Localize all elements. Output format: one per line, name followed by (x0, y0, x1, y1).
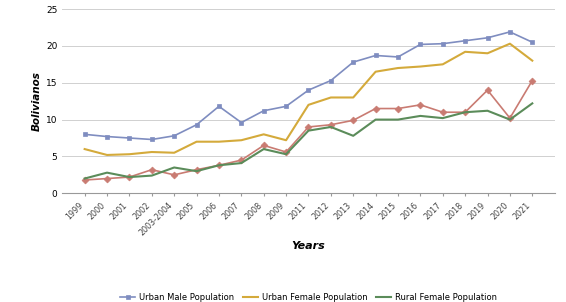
Urban Female Population (193, 140, 200, 143)
Urban Female Population (82, 147, 88, 151)
Rural Male Population (126, 175, 133, 179)
Rural Female Population (171, 166, 178, 169)
Urban Male Population (529, 40, 535, 44)
Rural Male Population (529, 79, 535, 82)
Rural Male Population (395, 107, 401, 110)
Urban Male Population (484, 36, 491, 40)
Urban Male Population (417, 43, 424, 46)
Rural Male Population (462, 111, 469, 114)
Rural Female Population (104, 171, 110, 175)
Urban Female Population (148, 150, 155, 154)
Rural Male Population (305, 125, 312, 129)
Urban Male Population (216, 104, 222, 108)
Urban Female Population (126, 153, 133, 156)
Urban Female Population (372, 70, 379, 73)
Urban Female Population (484, 51, 491, 55)
Y-axis label: Bolivianos: Bolivianos (32, 71, 42, 131)
Rural Female Population (282, 153, 289, 156)
Urban Female Population (282, 138, 289, 142)
Urban Male Population (238, 121, 245, 124)
Urban Female Population (417, 65, 424, 68)
Rural Male Population (282, 150, 289, 154)
Rural Female Population (193, 169, 200, 173)
Rural Female Population (507, 118, 513, 121)
Rural Female Population (462, 111, 469, 114)
Rural Male Population (350, 118, 357, 122)
Urban Male Population (282, 104, 289, 108)
Urban Female Population (328, 96, 335, 99)
Line: Urban Female Population: Urban Female Population (85, 44, 532, 155)
Rural Male Population (484, 88, 491, 92)
Urban Male Population (126, 136, 133, 140)
Urban Female Population (104, 153, 110, 157)
Rural Male Population (417, 103, 424, 107)
Urban Male Population (462, 39, 469, 43)
Urban Male Population (372, 54, 379, 57)
Urban Male Population (193, 123, 200, 127)
Rural Female Population (328, 125, 335, 129)
Urban Male Population (260, 109, 267, 113)
Line: Rural Male Population: Rural Male Population (82, 78, 535, 182)
Rural Female Population (372, 118, 379, 121)
Urban Male Population (82, 133, 88, 136)
Rural Male Population (82, 178, 88, 182)
Rural Male Population (193, 168, 200, 172)
Rural Male Population (372, 107, 379, 110)
Urban Male Population (507, 30, 513, 34)
Urban Male Population (305, 88, 312, 92)
Urban Female Population (216, 140, 222, 143)
Urban Female Population (260, 133, 267, 136)
Rural Female Population (305, 129, 312, 133)
Rural Female Population (216, 163, 222, 167)
Rural Male Population (148, 168, 155, 172)
Urban Female Population (529, 59, 535, 63)
Legend: Urban Male Population, Rural Male Population, Urban Female Population, Rural Fem: Urban Male Population, Rural Male Popula… (120, 293, 497, 302)
Rural Male Population (104, 177, 110, 180)
Urban Male Population (328, 79, 335, 82)
Urban Male Population (395, 55, 401, 59)
Urban Male Population (439, 42, 446, 46)
Rural Female Population (126, 175, 133, 179)
Urban Female Population (171, 151, 178, 155)
Rural Male Population (238, 158, 245, 162)
Line: Rural Female Population: Rural Female Population (85, 103, 532, 178)
Rural Male Population (328, 123, 335, 127)
X-axis label: Years: Years (291, 241, 325, 251)
Urban Female Population (462, 50, 469, 54)
Rural Female Population (260, 147, 267, 151)
Urban Male Population (350, 60, 357, 64)
Urban Male Population (148, 138, 155, 141)
Rural Female Population (82, 177, 88, 180)
Rural Female Population (350, 134, 357, 138)
Urban Female Population (305, 103, 312, 107)
Rural Male Population (507, 116, 513, 120)
Urban Male Population (104, 135, 110, 138)
Rural Female Population (439, 116, 446, 120)
Urban Female Population (350, 96, 357, 99)
Urban Female Population (395, 66, 401, 70)
Urban Female Population (439, 63, 446, 66)
Rural Female Population (395, 118, 401, 121)
Rural Male Population (439, 111, 446, 114)
Rural Male Population (260, 143, 267, 147)
Rural Female Population (148, 174, 155, 177)
Urban Male Population (171, 134, 178, 138)
Rural Female Population (529, 101, 535, 105)
Rural Male Population (216, 163, 222, 167)
Rural Male Population (171, 173, 178, 177)
Urban Female Population (238, 138, 245, 142)
Rural Female Population (238, 161, 245, 165)
Rural Female Population (417, 114, 424, 118)
Urban Female Population (507, 42, 513, 46)
Line: Urban Male Population: Urban Male Population (82, 30, 535, 142)
Rural Female Population (484, 109, 491, 113)
